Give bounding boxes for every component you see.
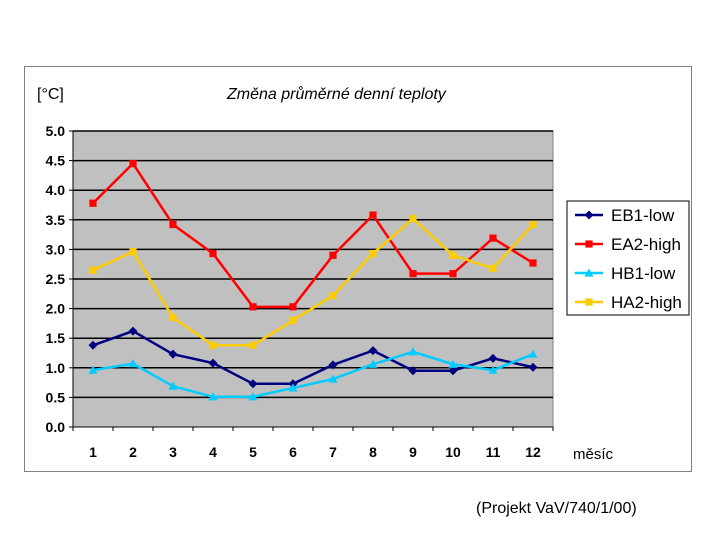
data-point [88, 340, 98, 350]
data-point [448, 366, 458, 376]
data-point [528, 362, 538, 372]
x-tick-label: 3 [169, 444, 177, 460]
data-point [409, 215, 417, 223]
data-point [289, 303, 297, 311]
x-axis-label: měsíc [573, 446, 614, 463]
data-point [249, 303, 257, 311]
legend-label: EB1-low [611, 206, 675, 225]
data-point [89, 199, 97, 207]
data-point [129, 248, 137, 256]
data-point [248, 392, 258, 401]
legend-marker [585, 240, 593, 248]
data-point [529, 259, 537, 267]
legend-marker [584, 268, 594, 277]
y-tick-label: 3.5 [46, 212, 66, 228]
data-point [369, 249, 377, 258]
series-line [92, 216, 534, 347]
data-point [128, 326, 138, 336]
y-tick-label: 0.0 [46, 419, 66, 435]
y-tick-label: 2.5 [46, 271, 66, 287]
data-point [489, 264, 497, 272]
data-point [209, 249, 217, 258]
legend-box [566, 200, 690, 316]
data-point [448, 359, 458, 368]
x-tick-label: 4 [209, 444, 217, 460]
data-point [368, 346, 378, 356]
x-tick-label: 8 [369, 444, 377, 460]
x-tick-label: 7 [329, 444, 337, 460]
data-point [128, 359, 138, 368]
y-tick-label: 4.0 [46, 182, 66, 198]
x-tick-label: 9 [409, 444, 417, 460]
y-axis-unit-label: [°C] [37, 86, 64, 103]
data-point [168, 381, 178, 390]
data-point [289, 316, 297, 325]
data-point [488, 365, 498, 374]
legend-marker [585, 298, 593, 306]
data-point [329, 291, 337, 300]
y-tick-label: 5.0 [46, 123, 66, 139]
y-tick-label: 0.5 [46, 389, 66, 405]
data-point [409, 270, 417, 278]
data-point [208, 358, 218, 368]
data-point [169, 220, 177, 229]
data-point [529, 220, 537, 229]
data-point [328, 360, 338, 370]
series-line [92, 161, 534, 309]
data-point [288, 383, 298, 392]
data-point [489, 234, 497, 242]
chart-frame: [°C] Změna průměrné denní teploty 0.0 0.5… [24, 66, 692, 472]
data-point [528, 349, 538, 358]
x-tick-label: 11 [486, 444, 501, 460]
x-tick-label: 1 [89, 444, 97, 460]
data-point [88, 365, 98, 374]
plot-area: 0.00.51.01.52.02.53.03.54.04.55.01 2 3 4 5 6 7… [46, 123, 554, 460]
y-tick-label: 1.0 [46, 360, 66, 376]
data-point [249, 341, 257, 349]
data-point [408, 347, 418, 356]
x-tick-label: 10 [445, 444, 461, 460]
data-point [168, 349, 178, 359]
source-credit: (Projekt VaV/740/1/00) [476, 500, 637, 517]
y-tick-label: 1.5 [46, 330, 66, 346]
data-point [129, 159, 137, 168]
data-point [89, 266, 97, 274]
legend-marker [584, 210, 594, 220]
x-tick-label: 5 [249, 444, 257, 460]
data-point [328, 374, 338, 383]
data-point [208, 392, 218, 401]
series-line [92, 350, 534, 399]
x-tick-label: 6 [289, 444, 297, 460]
y-tick-label: 2.0 [46, 301, 66, 317]
data-point [449, 270, 457, 278]
x-tick-label: 12 [525, 444, 541, 460]
chart-svg: [°C] Změna průměrné denní teploty 0.0 0.5… [37, 85, 690, 463]
y-tick-label: 3.0 [46, 241, 66, 257]
data-point [408, 366, 418, 376]
data-point [449, 251, 457, 259]
legend-label: EA2-high [611, 235, 681, 254]
legend-label: HA2-high [611, 293, 682, 312]
y-tick-label: 4.5 [46, 153, 66, 169]
data-point [369, 211, 377, 219]
chart-title: Změna průměrné denní teploty [226, 85, 447, 103]
x-tick-label: 2 [129, 444, 137, 460]
data-point [209, 341, 217, 349]
data-point [248, 379, 258, 389]
data-point [488, 353, 498, 363]
series-line [92, 329, 534, 386]
legend: EB1-low EA2-high HB1-low HA2-high [566, 200, 690, 316]
data-point [329, 251, 337, 259]
legend-label: HB1-low [611, 264, 676, 283]
data-point [368, 359, 378, 368]
data-point [169, 313, 177, 322]
